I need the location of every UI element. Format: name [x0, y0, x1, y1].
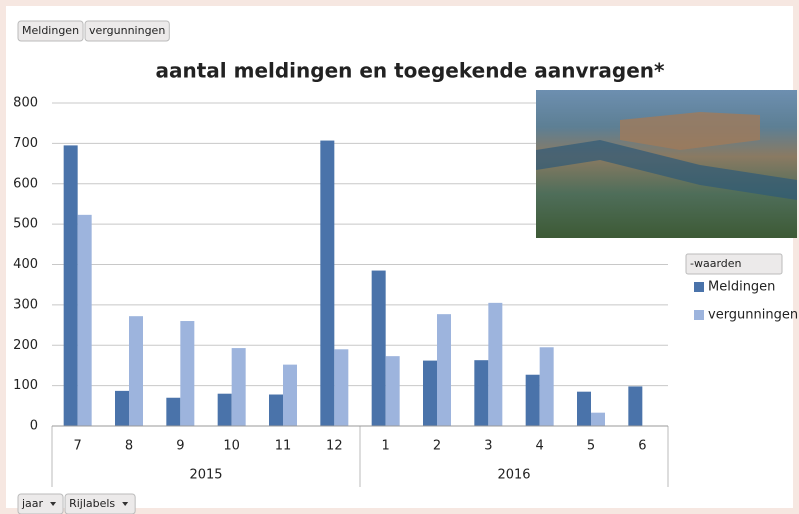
bar — [320, 141, 334, 426]
bar — [283, 365, 297, 426]
x-tick-label: 10 — [223, 439, 240, 454]
x-tick-label: 8 — [125, 439, 133, 454]
x-tick-label: 2 — [433, 439, 441, 454]
bar — [526, 375, 540, 426]
x-group-label: 2015 — [189, 468, 222, 483]
legend-label: Meldingen — [708, 280, 775, 295]
bar — [591, 413, 605, 426]
bar — [474, 360, 488, 426]
legend-swatch — [694, 310, 704, 320]
y-tick-label: 300 — [13, 297, 38, 312]
bar — [78, 215, 92, 426]
legend-swatch — [694, 282, 704, 292]
bar — [372, 271, 386, 426]
field-button-label[interactable]: vergunningen — [89, 24, 165, 37]
bar — [64, 145, 78, 426]
x-tick-label: 9 — [176, 439, 184, 454]
bar — [437, 314, 451, 426]
bar — [218, 394, 232, 426]
bar — [423, 361, 437, 426]
bar — [488, 303, 502, 426]
bar — [386, 356, 400, 426]
x-tick-label: 7 — [74, 439, 82, 454]
legend-title: -waarden — [690, 257, 742, 270]
x-tick-label: 4 — [536, 439, 544, 454]
chart: aantal meldingen en toegekende aanvragen… — [0, 0, 799, 514]
y-tick-label: 400 — [13, 257, 38, 272]
bar — [232, 348, 246, 426]
bar — [129, 316, 143, 426]
bar — [115, 391, 129, 426]
bar — [628, 386, 642, 426]
y-tick-label: 0 — [30, 419, 38, 434]
x-tick-label: 5 — [587, 439, 595, 454]
y-tick-label: 100 — [13, 378, 38, 393]
chart-title: aantal meldingen en toegekende aanvragen… — [156, 59, 666, 83]
x-group-label: 2016 — [497, 468, 530, 483]
y-tick-label: 800 — [13, 96, 38, 111]
bar — [334, 349, 348, 426]
bar — [540, 347, 554, 426]
x-tick-label: 11 — [275, 439, 292, 454]
x-tick-label: 1 — [382, 439, 390, 454]
field-button-label[interactable]: Meldingen — [22, 24, 79, 37]
field-button-label[interactable]: jaar — [21, 497, 44, 510]
y-tick-label: 600 — [13, 176, 38, 191]
y-tick-label: 200 — [13, 338, 38, 353]
x-tick-label: 3 — [484, 439, 492, 454]
x-tick-label: 12 — [326, 439, 343, 454]
bar — [180, 321, 194, 426]
legend-label: vergunningen — [708, 308, 798, 323]
x-tick-label: 6 — [638, 439, 646, 454]
bar — [577, 392, 591, 426]
y-tick-label: 500 — [13, 217, 38, 232]
field-button-label[interactable]: Rijlabels — [69, 497, 115, 510]
bar — [166, 398, 180, 426]
y-tick-label: 700 — [13, 136, 38, 151]
bar — [269, 395, 283, 426]
